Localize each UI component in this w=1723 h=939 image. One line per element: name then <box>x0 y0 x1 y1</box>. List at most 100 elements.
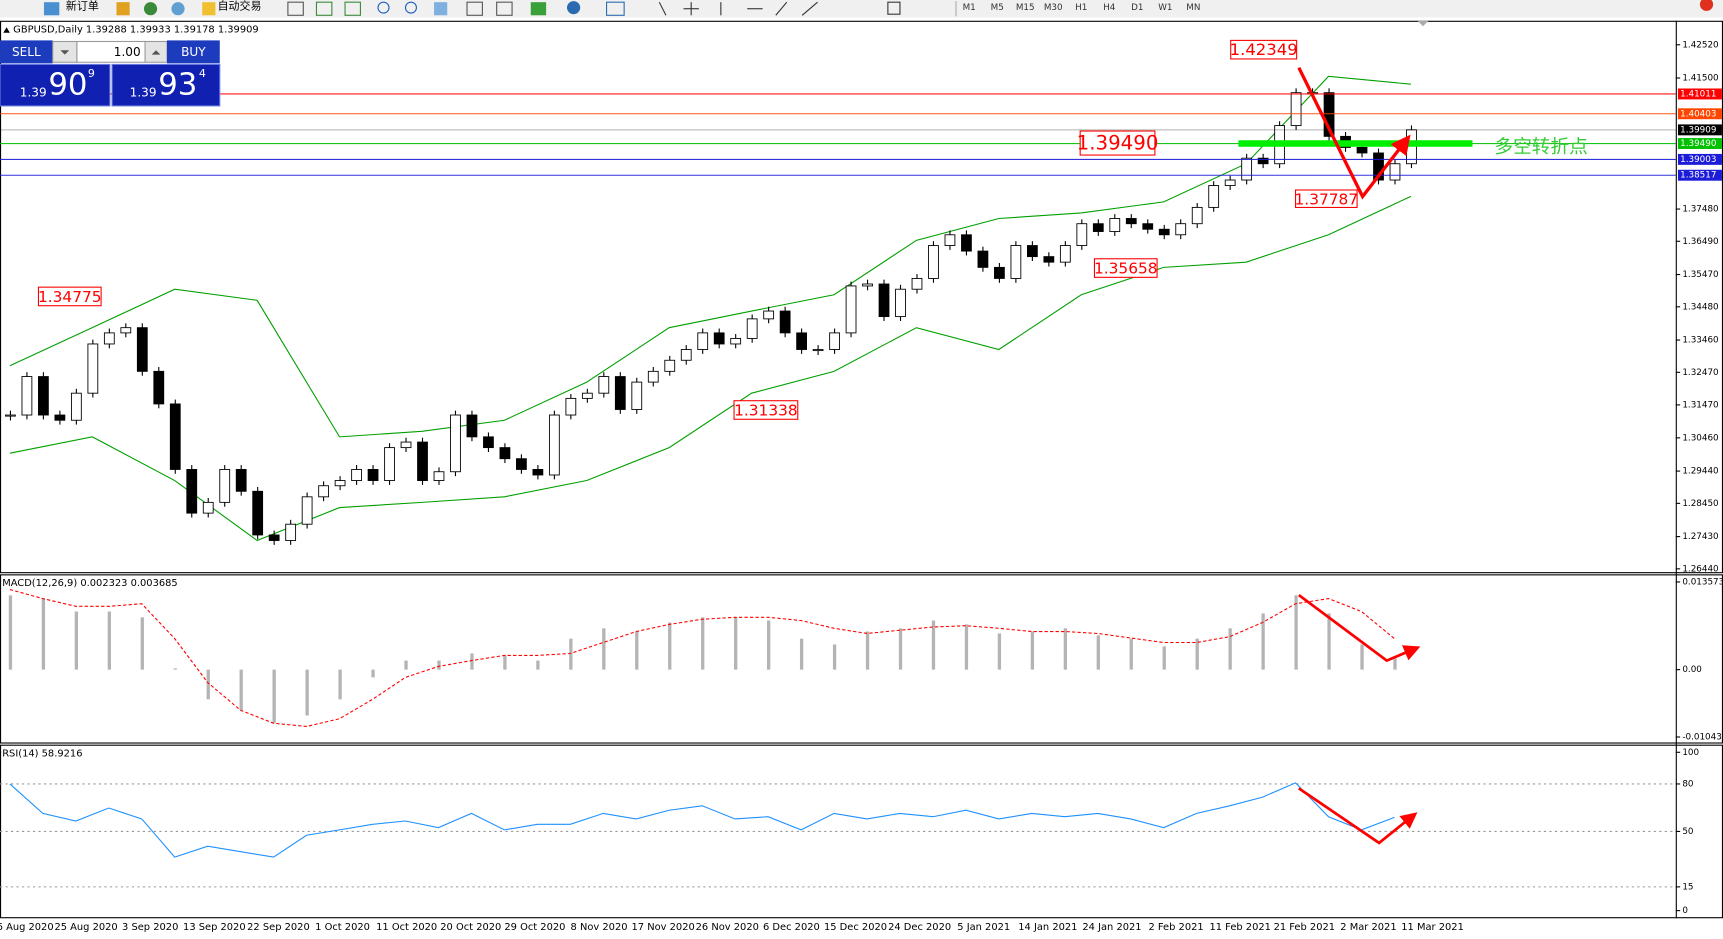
candle-body <box>1158 228 1170 236</box>
macd-bar <box>964 624 969 670</box>
cursor[interactable] <box>658 1 667 16</box>
ask-box[interactable] <box>111 63 221 107</box>
timeframe-button[interactable]: H4 <box>1103 3 1116 13</box>
icon[interactable] <box>287 1 304 16</box>
collapse-arrow[interactable] <box>3 27 10 33</box>
macd-bar <box>1294 595 1298 670</box>
timeframe-button[interactable]: MN <box>1186 3 1200 13</box>
icon[interactable] <box>434 2 448 16</box>
macd-bar <box>1327 613 1331 670</box>
timeframe-button[interactable]: M5 <box>991 3 1004 13</box>
buy-button[interactable] <box>167 40 220 64</box>
alert-icon[interactable] <box>1699 0 1714 11</box>
x-tick-label: 2 Mar 2021 <box>1340 922 1396 933</box>
candle-body <box>1389 163 1401 181</box>
icon[interactable] <box>466 1 483 16</box>
trendline[interactable] <box>775 1 788 16</box>
zoom-in[interactable] <box>377 1 390 14</box>
timeframe-button[interactable]: M1 <box>963 3 976 13</box>
main-panel-frame <box>0 20 1723 574</box>
indicators[interactable] <box>530 2 547 16</box>
macd-bar <box>701 617 705 670</box>
auto-trade-button[interactable]: 自动交易 <box>218 0 262 13</box>
bid-main: 90 <box>48 68 87 103</box>
candle-body <box>532 469 544 476</box>
candle-body <box>1109 218 1121 232</box>
timeframe-button[interactable]: W1 <box>1158 3 1172 13</box>
sell-button[interactable] <box>0 40 53 64</box>
y-tick-label: 1.36490 <box>1682 237 1718 247</box>
candle-body <box>252 490 264 536</box>
label-tool[interactable] <box>887 1 901 15</box>
candle-body <box>417 441 428 481</box>
y-tick-label: 1.35470 <box>1682 270 1718 280</box>
candle-body <box>598 376 610 394</box>
lots-value[interactable]: 1.00 <box>114 45 141 59</box>
new-order-icon[interactable] <box>43 2 60 16</box>
macd-bar <box>1195 638 1199 670</box>
y-tick-label: 1.30460 <box>1682 433 1718 443</box>
candle-body <box>450 414 461 473</box>
sell-label[interactable]: SELL <box>12 45 41 59</box>
x-tick-label: 6 Dec 2020 <box>763 922 820 933</box>
icon[interactable] <box>344 1 361 16</box>
macd-bar <box>602 628 606 670</box>
candle-body <box>1125 218 1137 225</box>
candle-body <box>697 332 709 350</box>
templates[interactable] <box>606 1 625 16</box>
candle-body <box>548 414 560 476</box>
macd-bar <box>865 631 870 670</box>
y-tick-label: 0 <box>1682 906 1688 916</box>
zoom-out[interactable] <box>404 1 418 14</box>
timeframe-button[interactable]: D1 <box>1131 3 1143 13</box>
macd-bar <box>1228 628 1232 670</box>
price-label: 1.40403 <box>1680 109 1716 119</box>
candle-body <box>631 381 643 410</box>
macd-bar <box>470 653 474 670</box>
new-order-button[interactable]: 新订单 <box>66 0 99 13</box>
price-label: 1.39490 <box>1680 139 1716 149</box>
timeframe-button[interactable]: M30 <box>1044 3 1063 13</box>
bollinger-band <box>9 195 1412 542</box>
icon[interactable] <box>171 2 185 16</box>
candle-body <box>565 397 577 416</box>
candle-body <box>878 283 890 318</box>
buy-label[interactable]: BUY <box>181 45 206 59</box>
candle-body <box>1356 146 1368 154</box>
macd-bar <box>404 660 408 670</box>
candle-body <box>680 349 692 361</box>
channel[interactable] <box>801 1 818 16</box>
macd-bar <box>338 669 342 700</box>
macd-bar <box>1261 613 1265 670</box>
macd-bar <box>1360 644 1364 670</box>
toolbar: 新订单 自动交易 M1 M5 M15 M30 H1 H4 D1 W1 MN <box>0 0 1723 18</box>
candle-body <box>318 485 329 498</box>
candle-body <box>1373 152 1384 181</box>
candle-body <box>219 469 231 503</box>
macd-bar <box>1096 635 1100 670</box>
candle-body <box>367 469 379 481</box>
periods[interactable] <box>567 1 581 15</box>
auto-trade-icon[interactable] <box>202 2 216 16</box>
y-tick-label: 0.013573 <box>1682 577 1723 587</box>
macd-bar <box>239 669 243 711</box>
bid-box[interactable] <box>0 63 111 107</box>
candle-body <box>1241 157 1253 181</box>
candle-body <box>433 471 445 481</box>
icon[interactable] <box>116 2 130 16</box>
y-tick-label: 1.26440 <box>1682 564 1718 574</box>
icon[interactable] <box>143 2 158 16</box>
icon[interactable] <box>315 1 333 16</box>
icon[interactable] <box>496 1 513 16</box>
macd-bar <box>799 638 804 670</box>
bid-pip: 9 <box>88 67 95 80</box>
candle-body <box>1010 245 1022 279</box>
macd-bar <box>206 669 210 700</box>
candle-body <box>779 310 791 334</box>
turning-bar <box>1238 140 1473 147</box>
timeframe-button[interactable]: H1 <box>1075 3 1087 13</box>
annotation-label: 1.35658 <box>1094 260 1158 278</box>
annotation-box <box>1079 130 1156 156</box>
timeframe-button[interactable]: M15 <box>1016 3 1035 13</box>
y-tick-label: 1.29440 <box>1682 467 1718 477</box>
